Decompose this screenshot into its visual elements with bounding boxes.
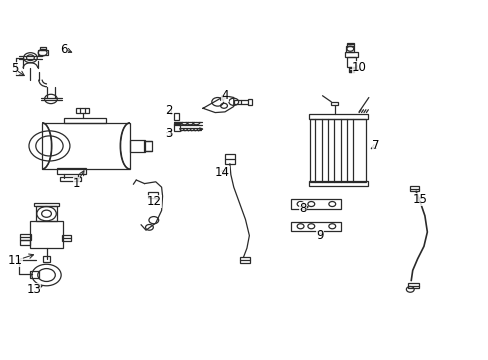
Bar bbox=[344, 52, 357, 57]
Bar bbox=[409, 186, 418, 192]
Text: 3: 3 bbox=[165, 127, 172, 140]
Bar bbox=[60, 177, 81, 181]
Bar bbox=[407, 283, 418, 288]
Bar bbox=[64, 118, 105, 123]
Bar bbox=[42, 256, 50, 262]
Bar bbox=[224, 154, 234, 164]
Bar bbox=[308, 181, 367, 186]
Bar bbox=[233, 100, 241, 104]
Bar bbox=[62, 235, 71, 241]
Bar bbox=[239, 257, 250, 263]
Bar bbox=[30, 221, 63, 248]
Bar bbox=[310, 119, 366, 182]
Bar bbox=[308, 114, 367, 119]
Bar bbox=[348, 67, 353, 72]
Text: 7: 7 bbox=[372, 139, 379, 152]
Bar bbox=[346, 57, 355, 67]
Bar bbox=[40, 47, 45, 50]
Bar bbox=[173, 113, 178, 120]
Text: 9: 9 bbox=[316, 229, 323, 242]
Bar bbox=[143, 141, 152, 150]
Text: 13: 13 bbox=[26, 283, 41, 296]
Bar bbox=[57, 168, 86, 174]
Text: 15: 15 bbox=[412, 193, 427, 206]
Bar bbox=[20, 234, 31, 240]
Text: 11: 11 bbox=[8, 254, 23, 267]
Bar bbox=[38, 50, 47, 55]
Bar bbox=[290, 222, 340, 231]
Text: 5: 5 bbox=[11, 62, 18, 75]
Text: 2: 2 bbox=[165, 104, 172, 117]
Bar bbox=[248, 99, 252, 105]
Bar bbox=[290, 199, 340, 209]
Text: 1: 1 bbox=[72, 177, 80, 190]
Text: 10: 10 bbox=[351, 60, 366, 73]
Bar bbox=[34, 203, 59, 206]
Text: 6: 6 bbox=[60, 42, 68, 55]
Bar bbox=[30, 271, 39, 278]
Text: 14: 14 bbox=[215, 166, 229, 179]
Bar bbox=[148, 192, 158, 198]
Bar bbox=[173, 123, 179, 131]
Bar bbox=[76, 108, 89, 113]
Bar bbox=[36, 206, 57, 221]
Bar bbox=[42, 123, 130, 169]
Bar bbox=[130, 140, 144, 152]
Text: 8: 8 bbox=[299, 202, 306, 215]
Bar bbox=[330, 102, 337, 105]
Bar bbox=[20, 240, 30, 244]
Text: 4: 4 bbox=[221, 89, 228, 102]
Bar bbox=[346, 42, 353, 45]
Bar bbox=[346, 45, 353, 52]
Text: 12: 12 bbox=[146, 195, 162, 208]
